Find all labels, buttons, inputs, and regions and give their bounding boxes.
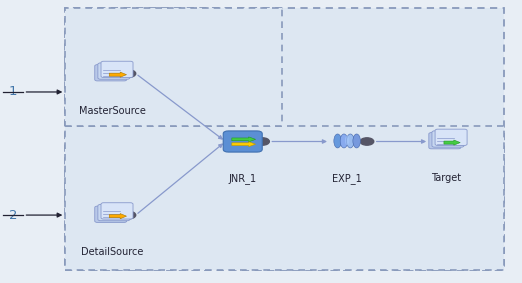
FancyBboxPatch shape <box>95 206 127 222</box>
FancyBboxPatch shape <box>98 204 130 221</box>
Text: Target: Target <box>431 173 461 183</box>
Text: DetailSource: DetailSource <box>81 247 144 257</box>
FancyArrow shape <box>232 142 256 147</box>
Circle shape <box>360 138 374 145</box>
FancyBboxPatch shape <box>65 8 282 126</box>
Circle shape <box>256 138 269 145</box>
FancyBboxPatch shape <box>98 63 130 79</box>
FancyBboxPatch shape <box>101 61 133 78</box>
Ellipse shape <box>345 136 349 145</box>
FancyBboxPatch shape <box>432 131 464 147</box>
Text: JNR_1: JNR_1 <box>229 173 257 185</box>
FancyArrow shape <box>444 140 460 145</box>
Ellipse shape <box>334 134 341 148</box>
Text: MasterSource: MasterSource <box>79 106 146 115</box>
FancyBboxPatch shape <box>65 126 504 270</box>
Circle shape <box>122 70 136 77</box>
FancyBboxPatch shape <box>101 203 133 219</box>
FancyArrow shape <box>109 72 126 77</box>
Ellipse shape <box>347 134 354 148</box>
Text: 2: 2 <box>9 209 17 222</box>
FancyBboxPatch shape <box>429 132 461 149</box>
Ellipse shape <box>353 134 360 148</box>
FancyBboxPatch shape <box>65 8 504 270</box>
FancyBboxPatch shape <box>435 129 467 145</box>
Circle shape <box>122 211 136 219</box>
FancyBboxPatch shape <box>95 65 127 81</box>
FancyBboxPatch shape <box>223 131 262 152</box>
FancyArrow shape <box>232 137 256 142</box>
Text: EXP_1: EXP_1 <box>333 173 362 185</box>
FancyArrow shape <box>109 214 126 219</box>
Text: 1: 1 <box>9 85 17 98</box>
Ellipse shape <box>340 134 348 148</box>
